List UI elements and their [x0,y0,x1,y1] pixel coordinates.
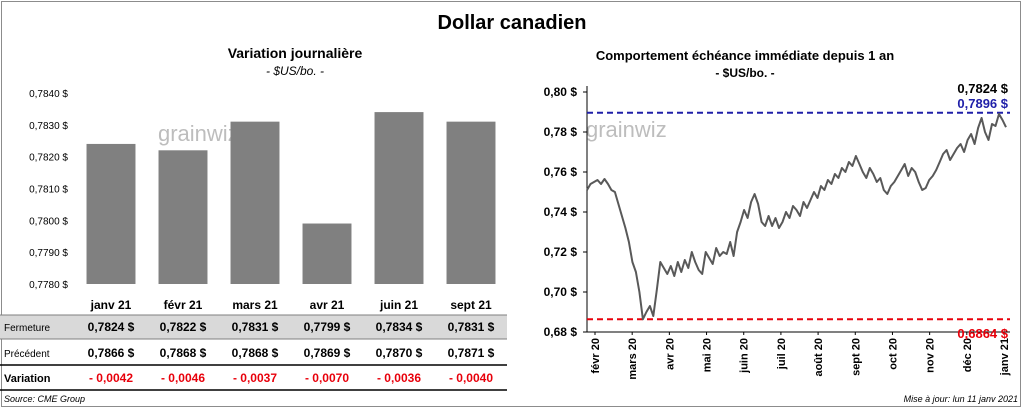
bar [230,121,280,285]
table-cell: - 0,0036 [377,371,421,385]
bar-chart-title: Variation journalière [227,45,363,61]
table-cell: 0,7799 $ [304,320,351,334]
bar [374,112,424,284]
x-tick-label: juil 20 [776,338,788,370]
bar-chart: grainwiz 0,7780 $ 0,7790 $ 0,7800 $ 0,7810 $… [0,89,507,391]
y-tick-label: 0,72 $ [544,245,578,259]
table-cell: - 0,0070 [305,371,349,385]
line-chart: grainwiz 0,68 $ 0,70 $ 0,72 $ 0,74 $ 0,76 $ 0,… [544,81,1011,380]
y-tick-label: 0,70 $ [544,285,578,299]
x-tick-label: janv 21 [999,338,1011,376]
x-tick-label: avr 21 [310,298,345,312]
x-tick-label: août 20 [813,338,825,377]
table-row-label: Variation [4,373,51,385]
y-tick-label: 0,80 $ [544,85,578,99]
table-cell: 0,7868 $ [160,346,207,360]
bar-chart-unit: - $US/bo. - [265,64,325,78]
x-tick-label: juin 20 [739,338,751,374]
table-row-label: Précédent [4,349,50,360]
table-cell: 0,7831 $ [448,320,495,334]
y-tick-label: 0,78 $ [544,125,578,139]
x-tick-label: sept 20 [850,338,862,376]
x-tick-label: févr 21 [164,298,203,312]
table-cell: 0,7870 $ [376,346,423,360]
bar [446,121,496,285]
series-line [586,113,1007,321]
table-cell: - 0,0046 [161,371,205,385]
y-tick-label: 0,7790 $ [29,248,68,259]
y-tick-label: 0,68 $ [544,325,578,339]
min-value-label: 0,6864 $ [957,326,1008,341]
y-tick-label: 0,74 $ [544,205,578,219]
y-tick-label: 0,7830 $ [29,121,68,132]
x-tick-label: janv 21 [90,298,132,312]
table-row-label: Fermeture [4,323,51,334]
table-cell: 0,7822 $ [160,320,207,334]
y-tick-label: 0,76 $ [544,165,578,179]
line-chart-unit: - $US/bo. - [715,66,775,80]
table-cell: - 0,0040 [449,371,493,385]
table-cell: - 0,0037 [233,371,277,385]
table-cell: 0,7831 $ [232,320,279,334]
update-note: Mise à jour: lun 11 janv 2021 [903,394,1018,404]
x-tick-label: oct 20 [887,338,899,370]
table-cell: 0,7834 $ [376,320,423,334]
max-value-label: 0,7896 $ [957,96,1008,111]
bar [158,150,208,284]
y-tick-label: 0,7840 $ [29,89,68,100]
x-tick-label: avr 20 [664,338,676,370]
x-tick-label: mars 20 [627,338,639,380]
bar [86,143,136,284]
x-tick-label: juin 21 [379,298,418,312]
x-tick-label: févr 20 [590,338,602,373]
x-tick-label: mars 21 [232,298,278,312]
y-tick-label: 0,7810 $ [29,185,68,196]
source-note: Source: CME Group [4,394,86,404]
watermark-logo: grainwiz [158,121,239,146]
watermark-logo: grainwiz [586,117,667,142]
y-tick-label: 0,7800 $ [29,216,68,227]
x-tick-label: nov 20 [925,338,937,373]
table-cell: 0,7866 $ [88,346,135,360]
x-tick-label: déc 20 [962,338,974,372]
last-value-label: 0,7824 $ [957,81,1008,96]
table-cell: 0,7871 $ [448,346,495,360]
line-chart-title: Comportement échéance immédiate depuis 1… [595,48,895,63]
table-row-shade [0,315,507,339]
table-cell: 0,7824 $ [88,320,135,334]
x-tick-label: mai 20 [702,338,714,372]
table-cell: 0,7869 $ [304,346,351,360]
y-tick-label: 0,7780 $ [29,280,68,291]
table-cell: 0,7868 $ [232,346,279,360]
y-tick-label: 0,7820 $ [29,153,68,164]
x-tick-label: sept 21 [450,298,492,312]
page-title: Dollar canadien [437,12,587,34]
table-cell: - 0,0042 [89,371,133,385]
bar [302,223,352,284]
